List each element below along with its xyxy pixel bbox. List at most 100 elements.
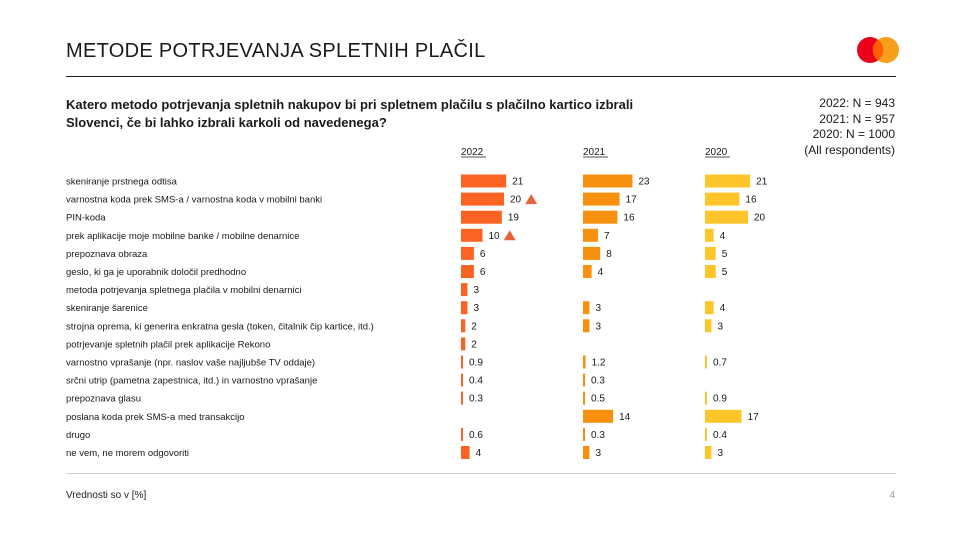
category-label: skeniranje prstnega odtisa — [66, 177, 178, 188]
value-label-2022: 0.3 — [469, 394, 483, 405]
category-label: prepoznava glasu — [66, 394, 141, 405]
bar-2021 — [583, 409, 614, 423]
bar-2020 — [705, 319, 712, 333]
value-label-2022: 2 — [471, 339, 477, 350]
bar-2022 — [461, 283, 468, 297]
bar-2022 — [461, 391, 463, 405]
bar-2020 — [705, 446, 712, 459]
category-label: ne vem, ne morem odgovoriti — [66, 448, 189, 459]
value-label-2020: 3 — [717, 448, 723, 459]
category-label: prek aplikacije moje mobilne banke / mob… — [66, 231, 299, 242]
logo-overlap — [872, 39, 884, 61]
value-label-2021: 0.5 — [591, 394, 605, 405]
column-header-2020: 2020 — [705, 147, 728, 158]
value-label-2021: 3 — [595, 303, 601, 314]
column-header-2021: 2021 — [583, 147, 606, 158]
bar-2022 — [461, 246, 474, 260]
value-label-2020: 0.4 — [713, 430, 727, 441]
value-label-2020: 4 — [720, 303, 726, 314]
column-header-2022: 2022 — [461, 147, 484, 158]
sample-size-2020: 2020: N = 1000 — [812, 127, 895, 141]
value-label-2022: 3 — [473, 303, 479, 314]
bar-2021 — [583, 265, 592, 278]
category-label: drugo — [66, 430, 90, 441]
value-label-2020: 17 — [748, 412, 760, 423]
bar-2021 — [583, 301, 590, 315]
increase-marker-icon — [503, 230, 516, 241]
page-title: METODE POTRJEVANJA SPLETNIH PLAČIL — [66, 40, 486, 62]
category-label: potrjevanje spletnih plačil prek aplikac… — [66, 339, 270, 350]
bar-2020 — [705, 228, 714, 242]
bar-2022 — [461, 355, 463, 369]
bar-2021 — [583, 210, 618, 224]
bar-2022 — [461, 265, 474, 278]
bar-2021 — [583, 228, 599, 242]
category-label: prepoznava obraza — [66, 249, 148, 260]
value-label-2021: 17 — [626, 195, 638, 206]
sample-size-2021: 2021: N = 957 — [819, 111, 895, 126]
value-label-2021: 4 — [598, 267, 604, 278]
category-label: geslo, ki ga je uporabnik določil predho… — [66, 267, 246, 278]
value-label-2020: 0.9 — [713, 394, 727, 405]
value-label-2021: 3 — [595, 448, 601, 459]
category-label: metoda potrjevanja spletnega plačila v m… — [66, 285, 302, 296]
bar-2020 — [705, 210, 748, 224]
bar-2022 — [461, 373, 463, 387]
bar-2021 — [583, 446, 590, 459]
header-divider — [66, 76, 896, 77]
bar-2020 — [705, 355, 707, 369]
value-label-2020: 16 — [745, 195, 757, 206]
bar-2022 — [461, 210, 502, 224]
bar-2021 — [583, 192, 620, 206]
category-label: srčni utrip (pametna zapestnica, itd.) i… — [66, 376, 317, 387]
bar-2021 — [583, 427, 585, 441]
bar-2021 — [583, 174, 633, 188]
value-label-2022: 6 — [480, 249, 486, 260]
value-label-2022: 21 — [512, 177, 524, 188]
value-label-2021: 23 — [638, 177, 650, 188]
bar-2022 — [461, 192, 504, 206]
category-label: skeniranje šarenice — [66, 303, 148, 314]
value-label-2022: 4 — [476, 448, 482, 459]
category-label: varnostno vprašanje (npr. naslov vaše na… — [66, 358, 315, 369]
value-label-2021: 8 — [606, 249, 612, 260]
value-label-2020: 5 — [722, 249, 728, 260]
value-label-2020: 20 — [754, 213, 766, 224]
bar-2022 — [461, 174, 507, 188]
bar-2020 — [705, 192, 740, 206]
bar-2021 — [583, 391, 585, 405]
bar-2020 — [705, 391, 707, 405]
value-label-2021: 0.3 — [591, 376, 605, 387]
category-label: PIN-koda — [66, 213, 106, 224]
value-label-2022: 2 — [471, 321, 477, 332]
bar-2020 — [705, 265, 716, 278]
value-label-2020: 4 — [720, 231, 726, 242]
value-label-2022: 3 — [473, 285, 479, 296]
value-label-2021: 14 — [619, 412, 631, 423]
survey-question: Katero metodo potrjevanja spletnih nakup… — [66, 97, 634, 130]
bar-2021 — [583, 246, 601, 260]
bar-2020 — [705, 246, 716, 260]
category-label: varnostna koda prek SMS-a / varnostna ko… — [66, 195, 322, 206]
value-label-2021: 16 — [623, 213, 635, 224]
sample-respondents-note: (All respondents) — [804, 142, 895, 157]
category-label: poslana koda prek SMS-a med transakcijo — [66, 412, 244, 423]
sample-sizes: 2022: N = 943 2021: N = 957 2020: N = 10… — [695, 96, 895, 158]
value-label-2021: 3 — [595, 321, 601, 332]
bar-2021 — [583, 319, 590, 333]
value-label-2020: 21 — [756, 177, 768, 188]
value-label-2022: 6 — [480, 267, 486, 278]
value-label-2021: 7 — [604, 231, 610, 242]
value-label-2020: 3 — [717, 321, 723, 332]
value-label-2022: 19 — [508, 213, 520, 224]
category-label: strojna oprema, ki generira enkratna ges… — [66, 321, 374, 332]
bar-2022 — [461, 228, 483, 242]
value-label-2022: 0.4 — [469, 376, 483, 387]
brand-logo — [857, 37, 899, 63]
bar-2021 — [583, 373, 585, 387]
bar-2021 — [583, 355, 586, 369]
footnote-units: Vrednosti so v [%] — [66, 490, 147, 501]
value-label-2022: 20 — [510, 195, 522, 206]
value-label-2020: 0.7 — [713, 358, 727, 369]
